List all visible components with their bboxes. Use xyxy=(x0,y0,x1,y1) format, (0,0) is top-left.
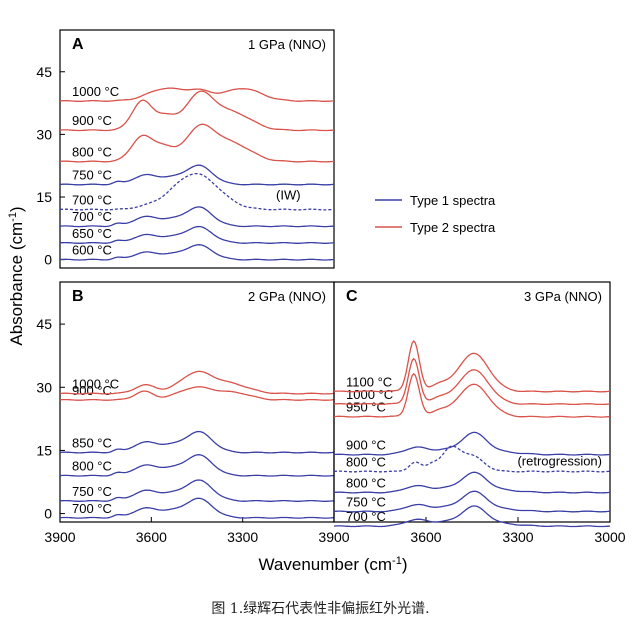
spectrum-line xyxy=(59,225,335,244)
panel-letter: C xyxy=(346,288,358,305)
series-label: 650 °C xyxy=(72,226,112,241)
panel-title: 1 GPa (NNO) xyxy=(248,37,326,52)
series-label: 900 °C xyxy=(72,113,112,128)
spectrum-line xyxy=(333,372,611,418)
panel-title: 3 GPa (NNO) xyxy=(524,289,602,304)
panel-frame xyxy=(333,281,611,523)
spectrum-line xyxy=(59,370,335,395)
legend-label: Type 2 spectra xyxy=(410,220,496,235)
spectrum-line xyxy=(59,172,335,211)
y-tick-label: 45 xyxy=(36,316,52,332)
spectrum-line xyxy=(59,430,335,454)
x-tick-label: 3900 xyxy=(44,529,75,545)
series-label: 700 °C xyxy=(72,209,112,224)
spectrum-line xyxy=(59,164,335,186)
x-tick-label: 3000 xyxy=(594,529,625,545)
spectrum-line xyxy=(59,87,335,102)
series-label: 750 °C xyxy=(72,167,112,182)
series-label: 800 °C xyxy=(72,145,112,160)
x-tick-label: 3300 xyxy=(227,529,258,545)
spectrum-line xyxy=(59,386,335,401)
panel-title: 2 GPa (NNO) xyxy=(248,289,326,304)
series-annotation: (retrogression) xyxy=(517,453,602,468)
series-label: 750 °C xyxy=(72,484,112,499)
y-tick-label: 30 xyxy=(36,126,52,142)
panel-frame xyxy=(59,29,335,269)
spectrum-line xyxy=(333,431,611,456)
spectrum-line xyxy=(59,123,335,163)
spectrum-line xyxy=(59,244,335,261)
series-label: 1000 °C xyxy=(72,84,119,99)
y-axis-label: Absorbance (cm-1) xyxy=(7,206,26,345)
series-label: 800 °C xyxy=(346,476,386,491)
series-label: 1000 °C xyxy=(346,387,393,402)
spectrum-line xyxy=(59,206,335,228)
spectrum-line xyxy=(333,339,611,393)
series-label: 800 °C xyxy=(72,459,112,474)
series-label: 600 °C xyxy=(72,243,112,258)
y-tick-label: 15 xyxy=(36,442,52,458)
series-label: 800 °C xyxy=(346,454,386,469)
spectrum-line xyxy=(333,490,611,513)
spectrum-line xyxy=(333,505,611,528)
x-tick-label: 3300 xyxy=(502,529,533,545)
series-label: 1000 °C xyxy=(72,377,119,392)
panel-letter: A xyxy=(72,36,84,53)
legend: Type 1 spectra Type 2 spectra xyxy=(375,193,496,235)
y-tick-label: 0 xyxy=(44,252,52,268)
series-label: 700 °C xyxy=(346,509,386,524)
spectrum-line xyxy=(333,357,611,406)
spectrum-line xyxy=(59,497,335,519)
series-annotation: (IW) xyxy=(276,187,301,202)
x-axis-label: Wavenumber (cm-1) xyxy=(259,555,408,574)
series-label: 900 °C xyxy=(346,438,386,453)
panel-a: A 1 GPa (NNO) 0 15 30 45 600 °C 650 °C 700 °C700… xyxy=(36,29,335,269)
spectrum-line xyxy=(333,471,611,494)
panel-letter: B xyxy=(72,288,84,305)
y-tick-label: 0 xyxy=(44,506,52,522)
series-label: 850 °C xyxy=(72,436,112,451)
spectrum-line xyxy=(59,479,335,502)
y-tick-label: 45 xyxy=(36,64,52,80)
x-tick-label: 3900 xyxy=(318,529,349,545)
x-tick-label: 3600 xyxy=(136,529,167,545)
panel-b: B 2 GPa (NNO) 0 15 30 45 3900 3600 3300 700 °C 750… xyxy=(36,281,335,545)
spectrum-line xyxy=(59,90,335,132)
series-label: 700 °C xyxy=(72,501,112,516)
y-tick-label: 30 xyxy=(36,379,52,395)
series-label: 1100 °C xyxy=(346,374,392,389)
y-tick-label: 15 xyxy=(36,189,52,205)
spectrum-line xyxy=(59,454,335,477)
series-label: 700 °C xyxy=(72,193,112,208)
x-tick-label: 3600 xyxy=(410,529,441,545)
figure-caption: 图 1.绿辉石代表性非偏振红外光谱. xyxy=(211,601,430,617)
spectrum-line xyxy=(333,445,611,473)
legend-label: Type 1 spectra xyxy=(410,193,496,208)
series-label: 750 °C xyxy=(346,494,386,509)
